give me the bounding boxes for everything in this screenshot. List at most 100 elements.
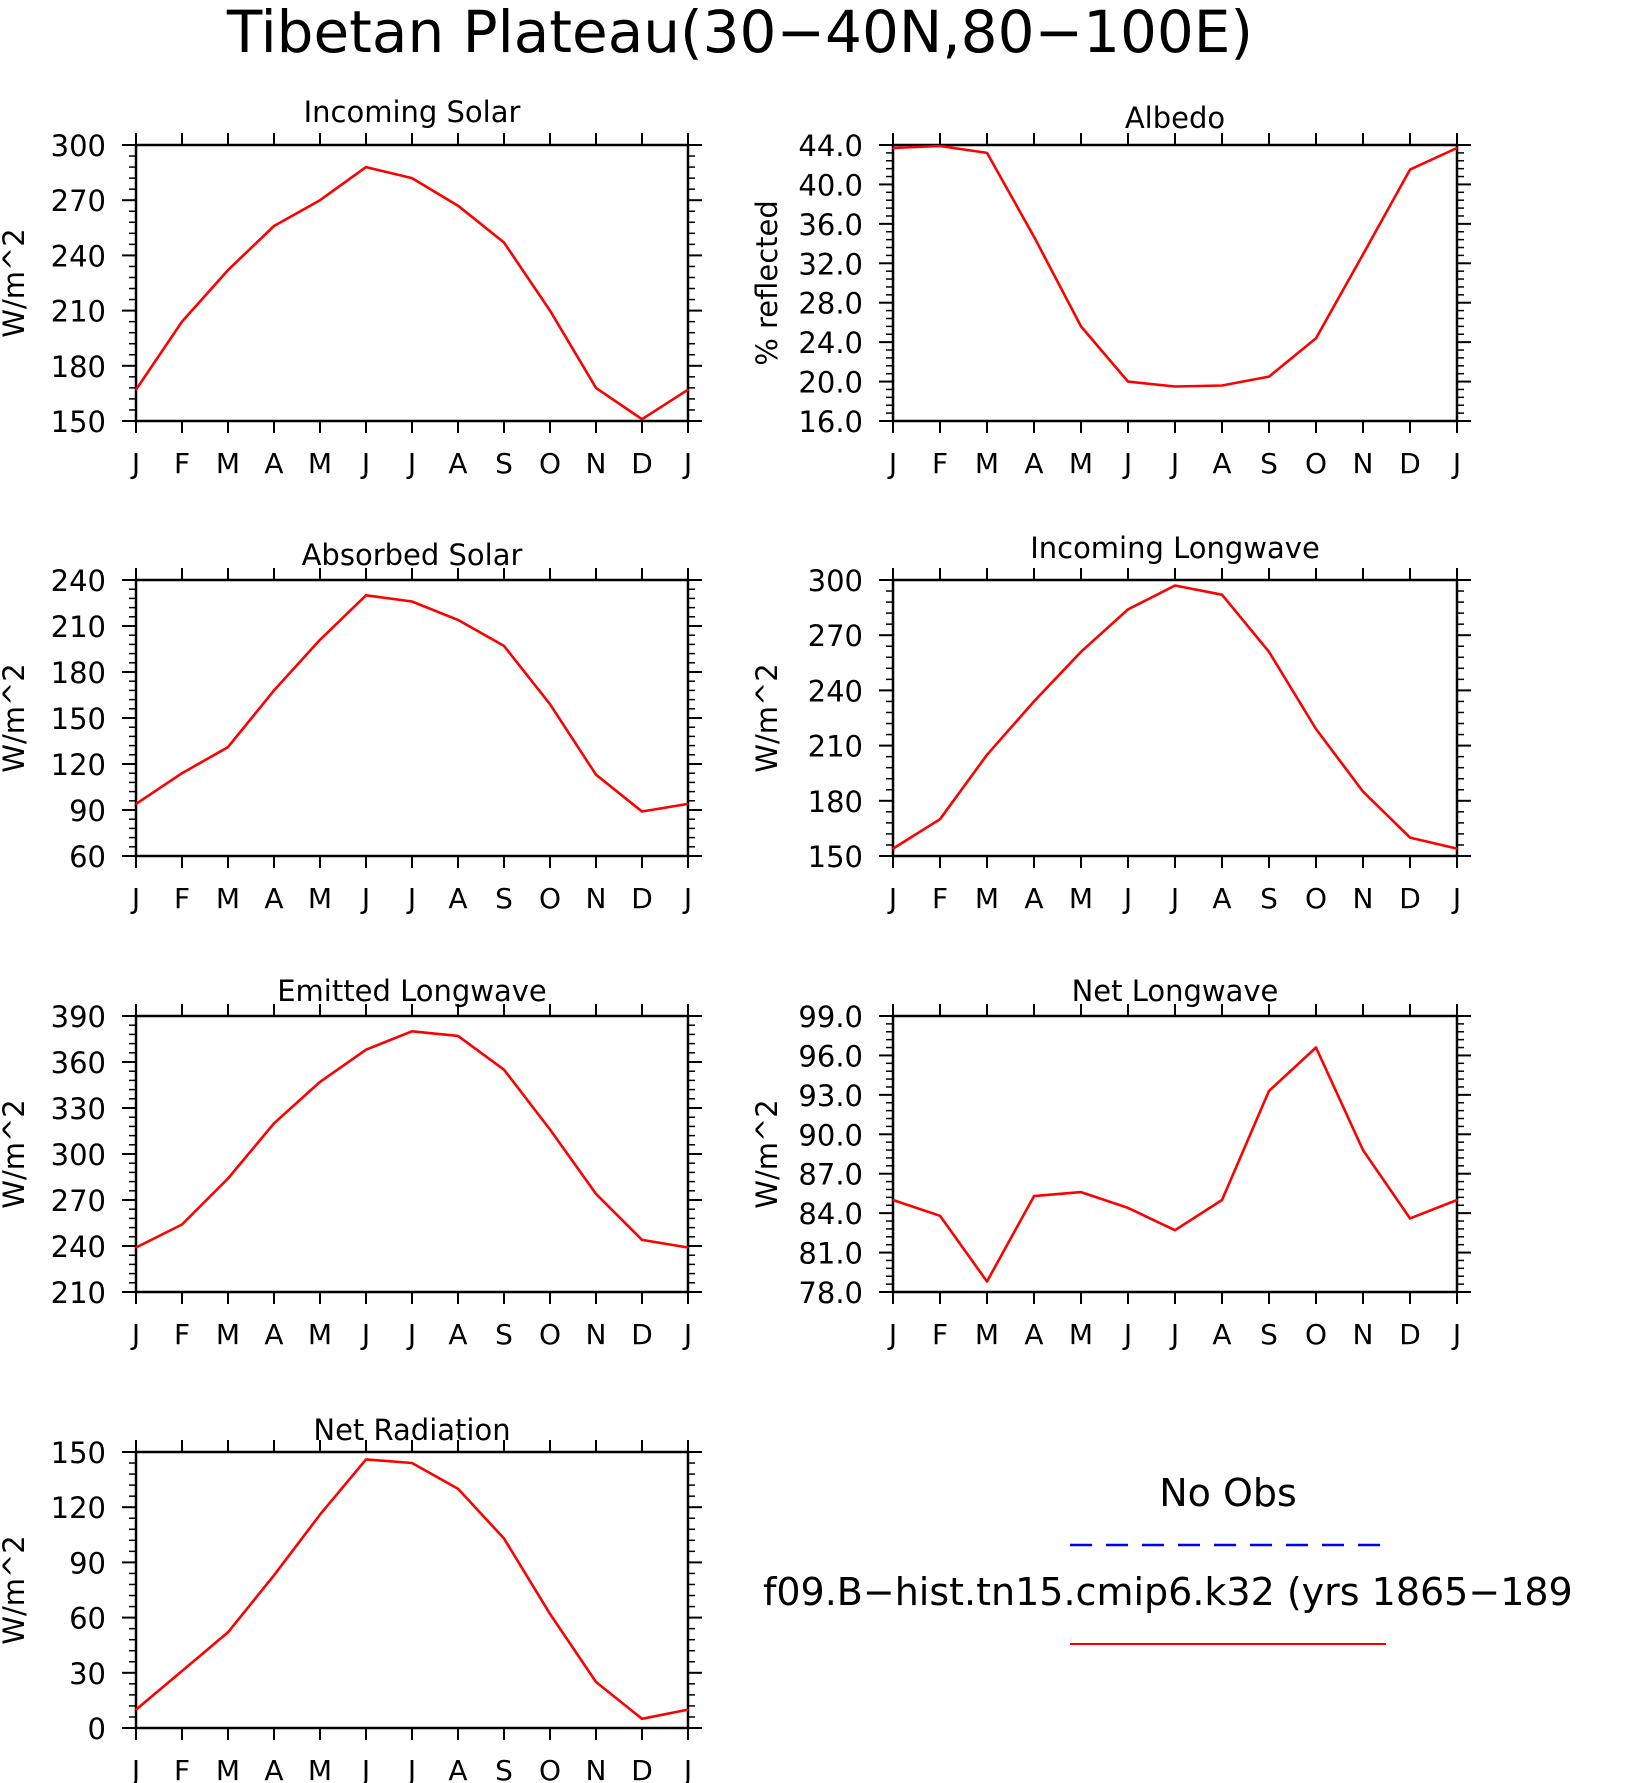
y-tick-label: 0 [88, 1712, 106, 1746]
data-point [687, 803, 689, 805]
y-tick-label: 60 [69, 1602, 106, 1636]
data-point [1409, 1217, 1411, 1220]
y-tick-label: 270 [51, 184, 106, 218]
x-tick-label: J [406, 1754, 416, 1783]
x-tick-label: O [1305, 447, 1327, 480]
series-line-model [892, 584, 1458, 850]
y-axis-label: W/m^2 [0, 228, 31, 337]
data-point [892, 1199, 894, 1201]
data-point [687, 1708, 689, 1711]
x-tick-label: S [495, 447, 513, 480]
x-tick-label: D [1399, 882, 1421, 915]
x-tick-label: A [264, 882, 283, 915]
data-point [181, 1223, 183, 1226]
y-axis-label: W/m^2 [0, 1535, 31, 1644]
y-tick-label: 90 [69, 1546, 106, 1580]
panel-title: Net Radiation [313, 1413, 510, 1447]
data-point [687, 388, 689, 391]
data-point [1033, 700, 1035, 703]
y-tick-label: 28.0 [798, 287, 863, 321]
x-tick-label: D [631, 1318, 653, 1351]
x-tick-label: F [174, 447, 190, 480]
x-tick-label: J [406, 1318, 416, 1351]
x-tick-label: S [1260, 882, 1278, 915]
y-tick-label: 150 [51, 702, 106, 736]
data-point [1127, 380, 1129, 383]
panels: J F M A M J J A S O N D J150180210240270300Incoming … [0, 95, 1471, 1783]
y-tick-label: 300 [51, 1138, 106, 1172]
x-tick-label: J [130, 1318, 140, 1351]
data-point [1080, 650, 1082, 653]
x-tick-label: J [682, 1318, 692, 1351]
x-tick-label: J [682, 882, 692, 915]
series-line-model [892, 1046, 1458, 1283]
data-point [457, 619, 459, 621]
data-point [595, 1681, 597, 1683]
figure-title: Tibetan Plateau(30−40N,80−100E) [226, 0, 1253, 66]
x-tick-label: S [495, 882, 513, 915]
panel-title: Incoming Solar [304, 95, 521, 129]
data-point [503, 1537, 505, 1540]
data-point [365, 1458, 367, 1461]
data-point [939, 145, 941, 147]
data-point [1456, 847, 1458, 850]
y-tick-label: 240 [51, 564, 106, 598]
plot-frame [134, 143, 690, 423]
panel-title: Net Longwave [1072, 974, 1279, 1008]
y-tick-label: 84.0 [798, 1197, 863, 1231]
x-tick-label: F [932, 1318, 948, 1351]
x-tick-label: J [1451, 882, 1461, 915]
x-tick-label: J [1451, 447, 1461, 480]
y-tick-label: 81.0 [798, 1237, 863, 1271]
y-tick-label: 150 [51, 405, 106, 439]
y-tick-label: 32.0 [798, 247, 863, 281]
data-point [457, 1035, 459, 1037]
data-point [365, 594, 367, 597]
y-tick-label: 360 [51, 1046, 106, 1080]
x-tick-label: N [586, 882, 607, 915]
data-point [1174, 584, 1176, 587]
data-point [1456, 1199, 1458, 1201]
panel-title: Emitted Longwave [277, 974, 547, 1008]
data-point [549, 309, 551, 312]
panel-2: J F M A M J J A S O N D J16.020.024.028.032.036.040.… [750, 101, 1471, 480]
x-tick-label: D [631, 447, 653, 480]
data-point [365, 166, 367, 168]
x-tick-label: O [539, 1754, 561, 1783]
y-tick-label: 210 [808, 730, 863, 764]
data-point [549, 1613, 551, 1615]
y-tick-label: 24.0 [798, 326, 863, 360]
x-tick-label: N [1353, 1318, 1374, 1351]
x-tick-label: J [360, 882, 370, 915]
data-point [1362, 253, 1364, 256]
data-point [227, 269, 229, 271]
x-tick-label: S [495, 1754, 513, 1783]
x-tick-label: F [174, 1318, 190, 1351]
data-point [273, 225, 275, 227]
y-axis-label: W/m^2 [0, 663, 31, 772]
panel-title: Absorbed Solar [302, 538, 523, 572]
data-point [986, 754, 988, 756]
data-point [549, 703, 551, 705]
data-point [1362, 790, 1364, 793]
x-tick-label: J [1169, 447, 1179, 480]
x-tick-label: F [932, 447, 948, 480]
data-point [181, 772, 183, 774]
panel-5: J F M A M J J A S O N D J210240270300330360390Emitte… [0, 974, 702, 1351]
x-tick-label: M [308, 447, 332, 480]
y-tick-label: 20.0 [798, 366, 863, 400]
x-tick-label: J [1169, 882, 1179, 915]
data-point [939, 1214, 941, 1217]
data-point [457, 204, 459, 207]
data-point [319, 1081, 321, 1083]
y-tick-label: 87.0 [798, 1158, 863, 1192]
data-point [687, 1246, 689, 1249]
data-point [181, 320, 183, 323]
data-point [181, 1670, 183, 1672]
data-point [1127, 608, 1129, 611]
x-tick-label: A [448, 447, 467, 480]
x-tick-label: J [1122, 1318, 1132, 1351]
x-tick-label: J [406, 447, 416, 480]
x-tick-label: A [264, 447, 283, 480]
y-tick-label: 210 [51, 1276, 106, 1310]
